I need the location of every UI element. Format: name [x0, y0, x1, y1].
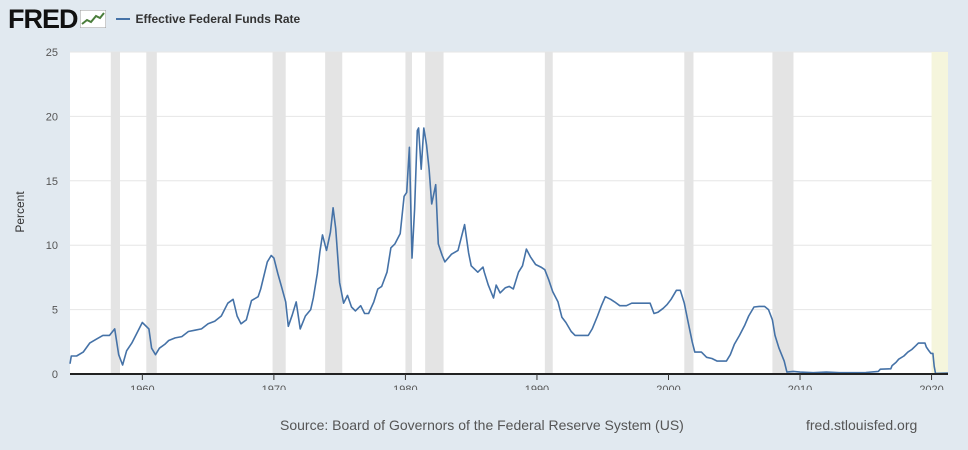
y-tick-15: 15 — [46, 176, 58, 188]
source-url[interactable]: fred.stlouisfed.org — [806, 417, 918, 433]
fred-logo[interactable]: FRED — [8, 3, 78, 34]
y-tick-10: 10 — [46, 240, 58, 252]
x-tick-2010: 2010 — [788, 384, 812, 390]
y-tick-5: 5 — [52, 305, 58, 317]
recession-band-5 — [425, 52, 444, 374]
recession-band-7 — [684, 52, 694, 374]
plot-background — [70, 52, 948, 374]
plot-area — [70, 52, 948, 374]
x-tick-1990: 1990 — [525, 384, 549, 390]
legend-label[interactable]: Effective Federal Funds Rate — [135, 12, 301, 26]
y-tick-0: 0 — [52, 369, 58, 381]
recession-band-0 — [110, 52, 120, 374]
recession-band-8 — [772, 52, 794, 374]
recession-band-1 — [146, 52, 157, 374]
recession-band-4 — [405, 52, 412, 374]
chart-header: FRED Effective Federal Funds Rate — [8, 4, 300, 34]
y-tick-20: 20 — [46, 111, 58, 123]
x-tick-1960: 1960 — [130, 384, 154, 390]
recession-band-9 — [931, 52, 948, 374]
recession-band-2 — [272, 52, 286, 374]
series-group — [69, 127, 949, 375]
recession-band-6 — [544, 52, 553, 374]
source-text: Source: Board of Governors of the Federa… — [280, 417, 684, 433]
x-tick-1970: 1970 — [262, 384, 286, 390]
x-tick-2000: 2000 — [656, 384, 680, 390]
y-tick-25: 25 — [46, 47, 58, 59]
axes: 0 5 10 15 20 25 1960 1970 1980 1990 2000 2010 2020 — [46, 47, 948, 390]
logo-chart-icon — [79, 10, 106, 28]
y-axis-label: Percent — [13, 191, 27, 233]
legend-swatch — [115, 18, 130, 20]
line-chart: 0 5 10 15 20 25 1960 1970 1980 1990 2000 2010 2020 P… — [13, 47, 949, 390]
series-line-0 — [69, 127, 949, 375]
x-tick-2020: 2020 — [919, 384, 943, 390]
x-tick-1980: 1980 — [393, 384, 417, 390]
